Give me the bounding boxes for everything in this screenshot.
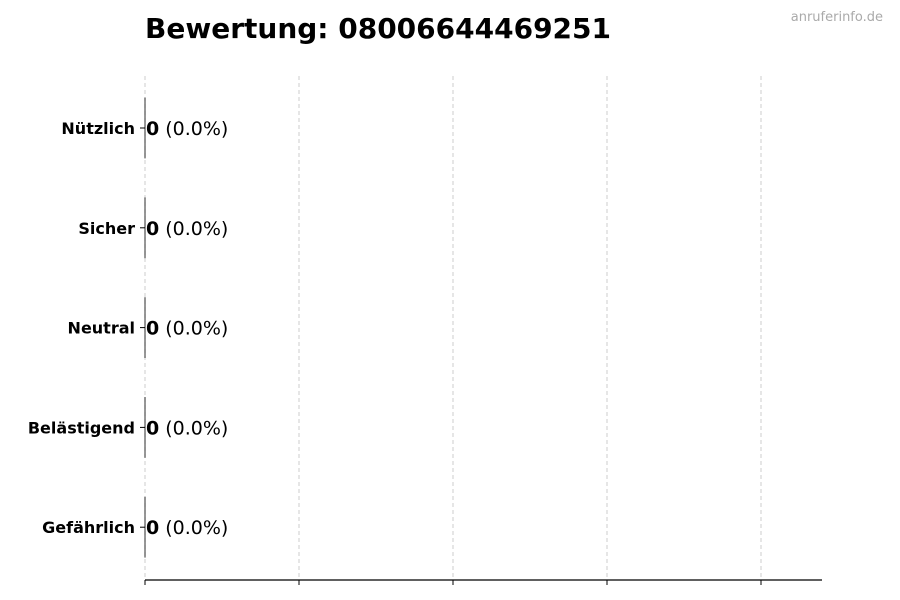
data-label-percent: (0.0%) bbox=[165, 218, 228, 240]
chart-title: Bewertung: 08006644469251 bbox=[145, 12, 611, 45]
data-label: 0 (0.0%) bbox=[146, 517, 228, 539]
data-label: 0 (0.0%) bbox=[146, 318, 228, 340]
data-label: 0 (0.0%) bbox=[146, 218, 228, 240]
data-label-percent: (0.0%) bbox=[165, 318, 228, 340]
data-label-count: 0 bbox=[146, 218, 159, 240]
data-label: 0 (0.0%) bbox=[146, 118, 228, 140]
data-label-count: 0 bbox=[146, 417, 159, 439]
data-label-percent: (0.0%) bbox=[165, 517, 228, 539]
data-label-count: 0 bbox=[146, 517, 159, 539]
data-label-percent: (0.0%) bbox=[165, 417, 228, 439]
data-label: 0 (0.0%) bbox=[146, 417, 228, 439]
watermark: anruferinfo.de bbox=[790, 10, 883, 25]
data-label-percent: (0.0%) bbox=[165, 118, 228, 140]
data-label-count: 0 bbox=[146, 318, 159, 340]
y-tick-label: Gefährlich bbox=[42, 518, 135, 537]
data-label-count: 0 bbox=[146, 118, 159, 140]
y-tick-label: Sicher bbox=[78, 219, 135, 238]
y-tick-label: Neutral bbox=[68, 319, 135, 338]
y-tick-label: Belästigend bbox=[28, 418, 135, 437]
y-tick-label: Nützlich bbox=[61, 119, 135, 138]
